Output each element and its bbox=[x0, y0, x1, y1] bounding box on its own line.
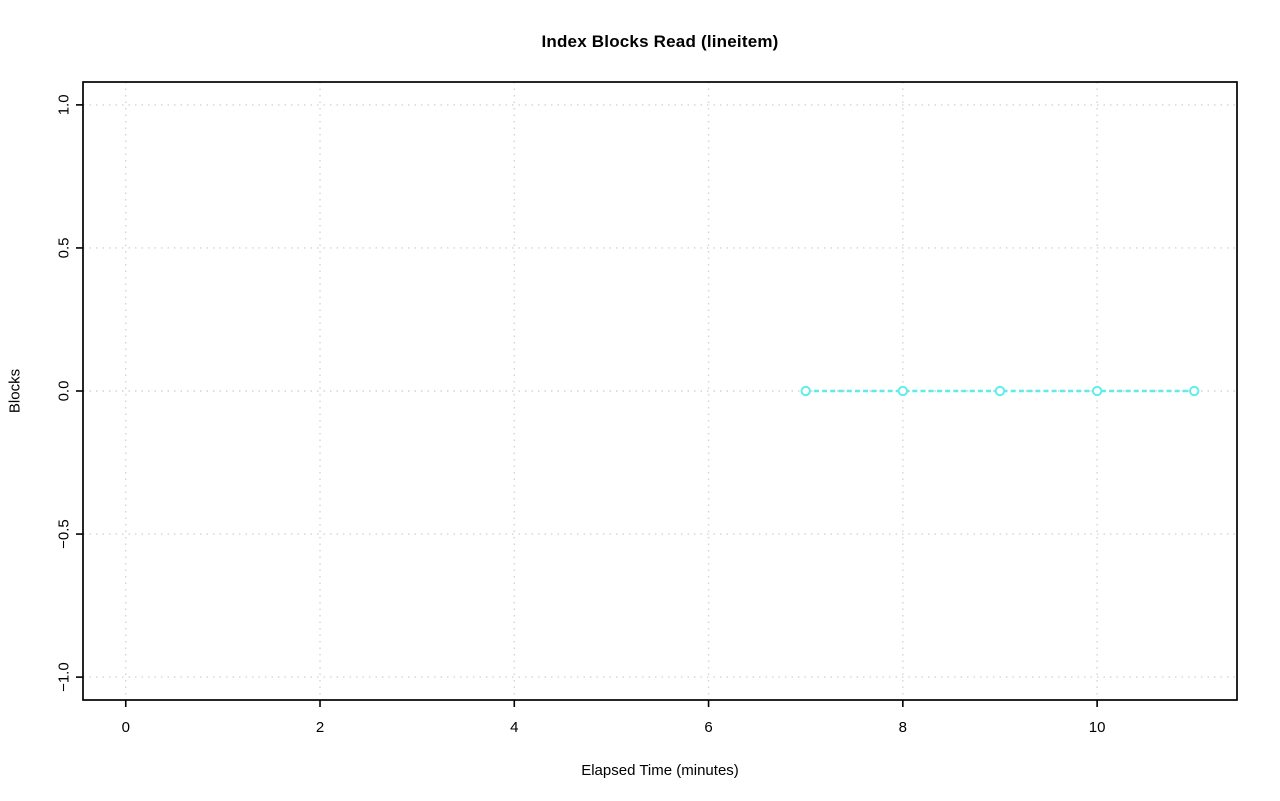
y-tick-label: −1.0 bbox=[55, 662, 72, 692]
x-tick-label: 0 bbox=[122, 719, 130, 736]
data-series-layer bbox=[800, 385, 1200, 397]
data-point-marker bbox=[897, 385, 908, 397]
grid-layer bbox=[83, 82, 1237, 700]
axis-layer: 0 2 4 6 8 10 −1.0 −0.5 0.0 0.5 1.0 bbox=[55, 81, 1238, 736]
x-tick-label: 8 bbox=[899, 719, 907, 736]
data-point-marker bbox=[1091, 385, 1103, 397]
x-tick-label: 2 bbox=[316, 719, 324, 736]
data-point-marker bbox=[1189, 385, 1200, 397]
y-tick-label: 0.5 bbox=[55, 238, 72, 259]
chart-title: Index Blocks Read (lineitem) bbox=[541, 32, 779, 51]
x-axis-label: Elapsed Time (minutes) bbox=[581, 762, 739, 779]
x-tick-label: 4 bbox=[510, 719, 518, 736]
x-tick-label: 10 bbox=[1089, 719, 1106, 736]
y-tick-label: 1.0 bbox=[55, 94, 72, 115]
x-tick-label: 6 bbox=[704, 719, 712, 736]
y-tick-label: −0.5 bbox=[55, 519, 72, 549]
data-point-marker bbox=[994, 385, 1006, 397]
data-point-marker bbox=[800, 385, 811, 397]
y-tick-label: 0.0 bbox=[55, 381, 72, 402]
